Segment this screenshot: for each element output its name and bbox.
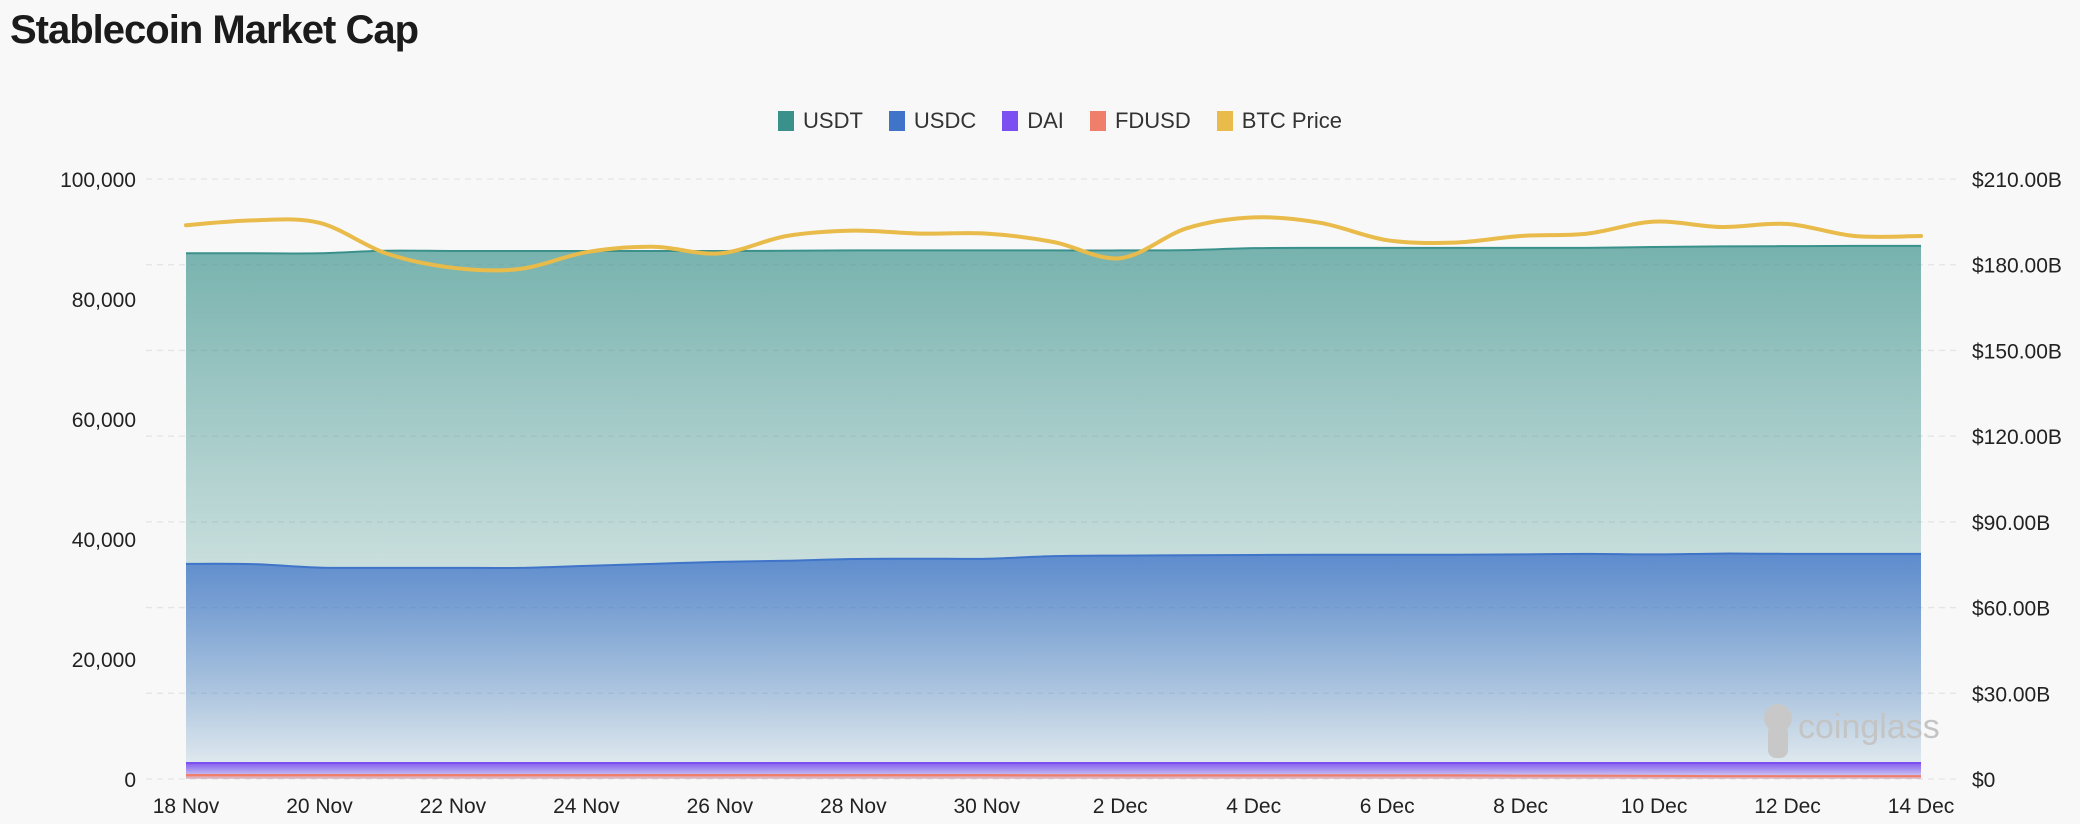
x-axis-tick-label: 26 Nov: [687, 795, 754, 818]
legend-label-fdusd: FDUSD: [1114, 108, 1191, 133]
x-axis-tick-label: 8 Dec: [1493, 795, 1548, 818]
chart-legend: USDT USDC DAI FDUSD BTC Price: [0, 108, 2080, 134]
x-axis-tick-label: 24 Nov: [553, 795, 620, 818]
area-line-usdc: [185, 552, 1921, 570]
area-usdc: [186, 553, 1921, 779]
legend-item-usdt[interactable]: USDT: [778, 108, 863, 134]
legend-label-btc-price: BTC Price: [1241, 108, 1342, 133]
right-axis-tick-label: $150.00B: [1972, 340, 2062, 363]
legend-swatch-fdusd: [1089, 111, 1106, 131]
x-axis-tick-label: 4 Dec: [1226, 795, 1281, 818]
left-axis-tick-label: 0: [124, 769, 136, 792]
legend-swatch-btc-price: [1216, 111, 1233, 131]
legend-label-dai: DAI: [1027, 108, 1064, 133]
legend-swatch-usdc: [888, 111, 905, 131]
right-axis-tick-label: $120.00B: [1972, 426, 2062, 449]
coinglass-logo-icon: [1764, 704, 1792, 758]
left-axis-tick-label: 60,000: [72, 409, 136, 432]
right-axis-tick-label: $60.00B: [1972, 598, 2050, 621]
left-axis-tick-label: 100,000: [60, 169, 136, 192]
page-title: Stablecoin Market Cap: [10, 8, 419, 52]
area-line-usdt: [186, 244, 1922, 255]
x-axis-tick-label: 30 Nov: [953, 795, 1020, 818]
legend-label-usdc: USDC: [913, 108, 977, 133]
right-axis-tick-label: $210.00B: [1972, 169, 2062, 192]
x-axis-tick-label: 20 Nov: [286, 795, 353, 818]
line-btc-price: [184, 215, 1923, 273]
x-axis-tick-label: 10 Dec: [1621, 795, 1688, 818]
right-axis-tick-label: $0: [1972, 769, 1995, 792]
coinglass-watermark: coinglass: [1764, 704, 1940, 758]
legend-item-usdc[interactable]: USDC: [888, 108, 977, 134]
legend-item-btc-price[interactable]: BTC Price: [1216, 108, 1342, 134]
legend-item-fdusd[interactable]: FDUSD: [1089, 108, 1191, 134]
x-axis-tick-label: 28 Nov: [820, 795, 887, 818]
left-axis-tick-label: 20,000: [72, 649, 136, 672]
x-axis-tick-label: 2 Dec: [1093, 795, 1148, 818]
left-axis-tick-label: 80,000: [72, 289, 136, 312]
legend-swatch-dai: [1002, 111, 1019, 131]
area-line-fdusd: [186, 773, 1921, 778]
x-axis-tick-label: 6 Dec: [1360, 795, 1415, 818]
watermark-text: coinglass: [1798, 708, 1940, 746]
legend-item-dai[interactable]: DAI: [1002, 108, 1064, 134]
left-axis-tick-label: 40,000: [72, 529, 136, 552]
x-axis-tick-label: 14 Dec: [1888, 795, 1955, 818]
right-axis-tick-label: $90.00B: [1972, 512, 2050, 535]
legend-swatch-usdt: [778, 111, 795, 131]
x-axis-tick-label: 22 Nov: [420, 795, 487, 818]
right-axis-tick-label: $180.00B: [1972, 255, 2062, 278]
x-axis-tick-label: 12 Dec: [1754, 795, 1821, 818]
legend-label-usdt: USDT: [803, 108, 863, 133]
x-axis-tick-label: 18 Nov: [153, 795, 220, 818]
right-axis-tick-label: $30.00B: [1972, 683, 2050, 706]
